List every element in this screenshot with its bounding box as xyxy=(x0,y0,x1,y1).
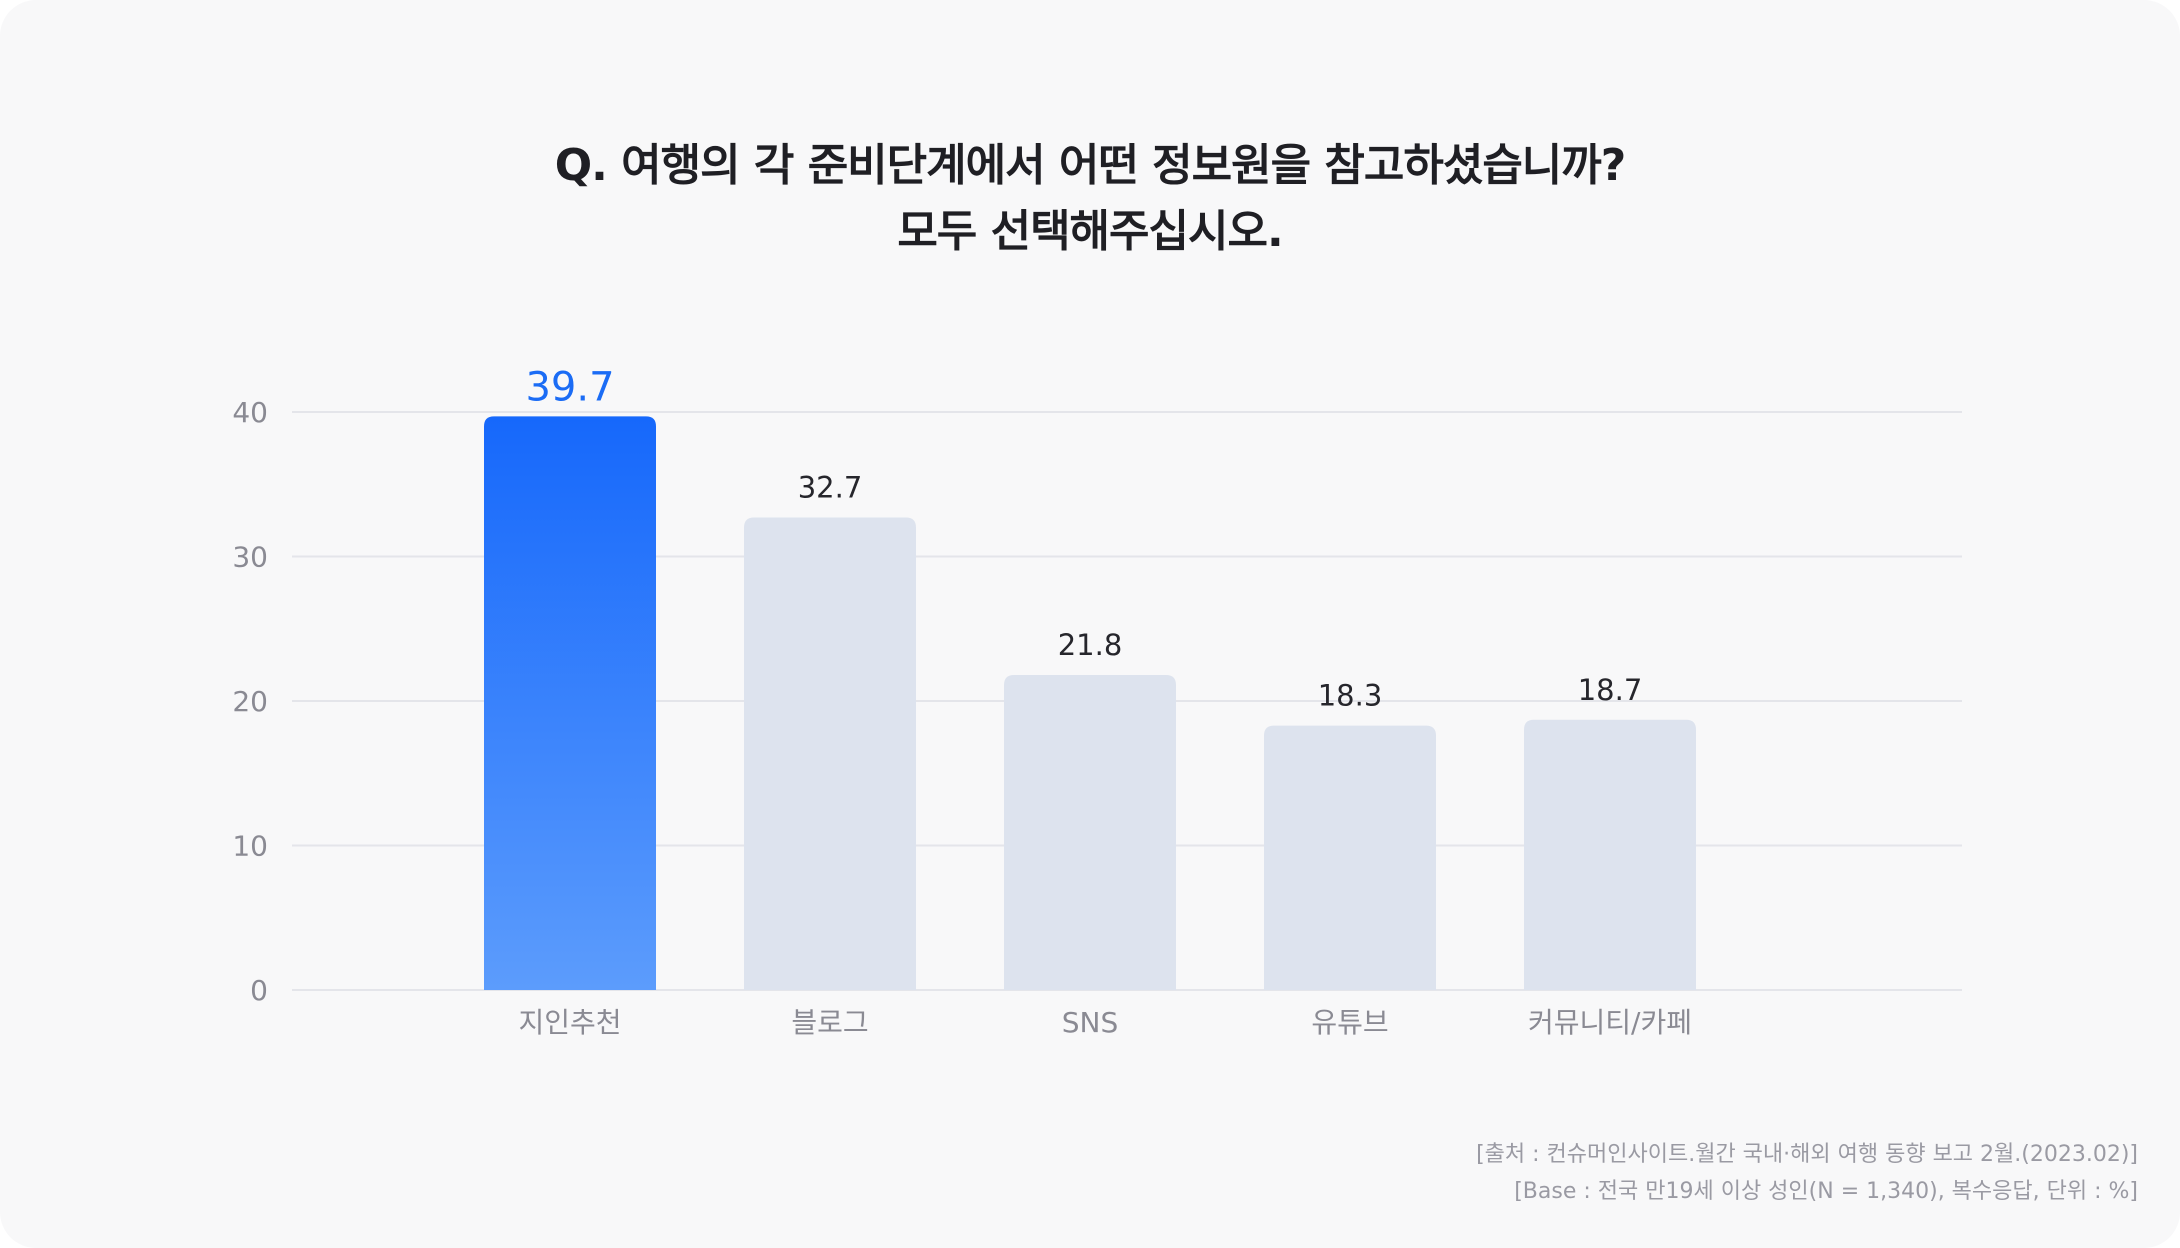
chart-title-line-2: 모두 선택해주십시오. xyxy=(897,206,1283,257)
bar xyxy=(1004,674,1176,990)
y-tick-label: 30 xyxy=(232,541,268,574)
y-axis-tick-labels: 0 10 20 30 40 xyxy=(232,396,268,1007)
y-tick-label: 0 xyxy=(250,974,268,1007)
bars xyxy=(484,416,1696,991)
y-tick-label: 20 xyxy=(232,685,268,718)
base-note: [Base : 전국 만19세 이상 성인(N = 1,340), 복수응답, … xyxy=(1514,1179,2138,1204)
source-note: [출처 : 컨슈머인사이트.월간 국내·해외 여행 동향 보고 2월.(2023… xyxy=(1476,1142,2138,1167)
value-labels: 39.7 32.7 21.8 18.3 18.7 xyxy=(525,364,1642,712)
x-category-label: SNS xyxy=(1062,1006,1119,1039)
value-label: 39.7 xyxy=(525,364,614,410)
chart-title-line-1: Q. 여행의 각 준비단계에서 어떤 정보원을 참고하셨습니까? xyxy=(554,140,1627,191)
x-axis-category-labels: 지인추천 블로그 SNS 유튜브 커뮤니티/카페 xyxy=(518,1006,1692,1039)
x-category-label: 커뮤니티/카페 xyxy=(1528,1006,1692,1039)
bar xyxy=(1524,719,1696,990)
y-tick-label: 40 xyxy=(232,396,268,429)
bar xyxy=(744,517,916,990)
value-label: 18.3 xyxy=(1318,679,1383,713)
bar-highlighted xyxy=(484,416,656,991)
value-label: 18.7 xyxy=(1578,673,1643,707)
x-category-label: 블로그 xyxy=(791,1006,868,1039)
y-tick-label: 10 xyxy=(232,830,268,863)
x-category-label: 지인추천 xyxy=(518,1006,621,1039)
x-category-label: 유튜브 xyxy=(1311,1006,1388,1039)
value-label: 21.8 xyxy=(1058,628,1123,662)
bar xyxy=(1264,725,1436,990)
value-label: 32.7 xyxy=(798,470,863,504)
